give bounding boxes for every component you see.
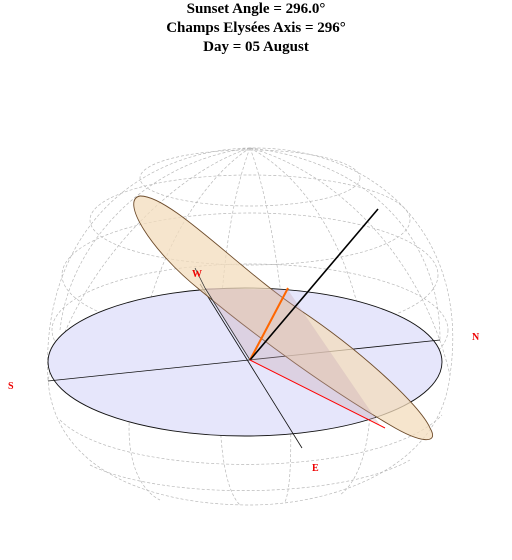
west-label: W (192, 269, 202, 280)
sun-plane-overlap (205, 288, 380, 425)
dome-wireframe (47, 147, 454, 506)
day-label: Day = 05 August (203, 39, 309, 55)
sun-ray-line (249, 287, 289, 361)
champs-elysees-axis-label: Champs Elysées Axis = 296° (166, 20, 346, 36)
sunset-angle-label: Sunset Angle = 296.0° (186, 1, 326, 17)
east-label: E (312, 463, 319, 474)
south-label: S (8, 381, 14, 392)
sun-path-plane (133, 195, 433, 441)
west-to-center-line (204, 287, 251, 361)
horizon-axes (47, 283, 441, 449)
diagram-title: Sunset Angle = 296.0° Champs Elysées Axi… (0, 0, 512, 57)
zenith-axis-line (249, 208, 379, 361)
champs-elysees-axis-line (249, 359, 386, 429)
north-label: N (472, 332, 480, 343)
west-rim-line (194, 267, 206, 289)
